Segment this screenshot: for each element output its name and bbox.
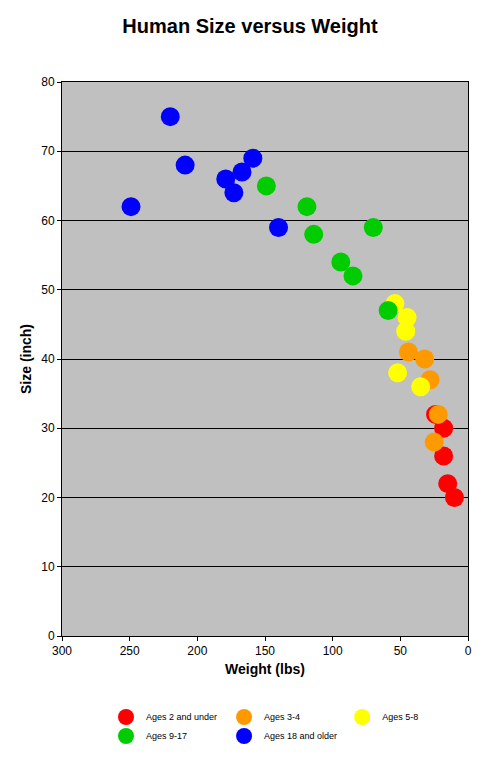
svg-text:Human Size versus Weight: Human Size versus Weight [122,15,378,37]
svg-text:70: 70 [41,144,55,158]
svg-text:0: 0 [465,644,472,658]
svg-text:300: 300 [52,644,72,658]
svg-text:40: 40 [41,352,55,366]
svg-text:100: 100 [323,644,343,658]
svg-text:250: 250 [120,644,140,658]
svg-text:30: 30 [41,421,55,435]
svg-text:200: 200 [187,644,207,658]
svg-text:80: 80 [41,75,55,89]
svg-text:Ages 2 and under: Ages 2 and under [146,712,217,722]
svg-text:Weight (lbs): Weight (lbs) [225,661,305,677]
svg-text:0: 0 [48,629,55,643]
svg-text:Ages 5-8: Ages 5-8 [382,712,418,722]
svg-text:Ages 3-4: Ages 3-4 [264,712,300,722]
svg-text:50: 50 [394,644,408,658]
svg-text:50: 50 [41,283,55,297]
svg-text:Size (inch): Size (inch) [18,324,34,394]
svg-text:10: 10 [41,560,55,574]
svg-text:60: 60 [41,214,55,228]
svg-text:20: 20 [41,491,55,505]
svg-text:150: 150 [255,644,275,658]
svg-text:Ages 9-17: Ages 9-17 [146,731,187,741]
svg-text:Ages 18 and older: Ages 18 and older [264,731,337,741]
